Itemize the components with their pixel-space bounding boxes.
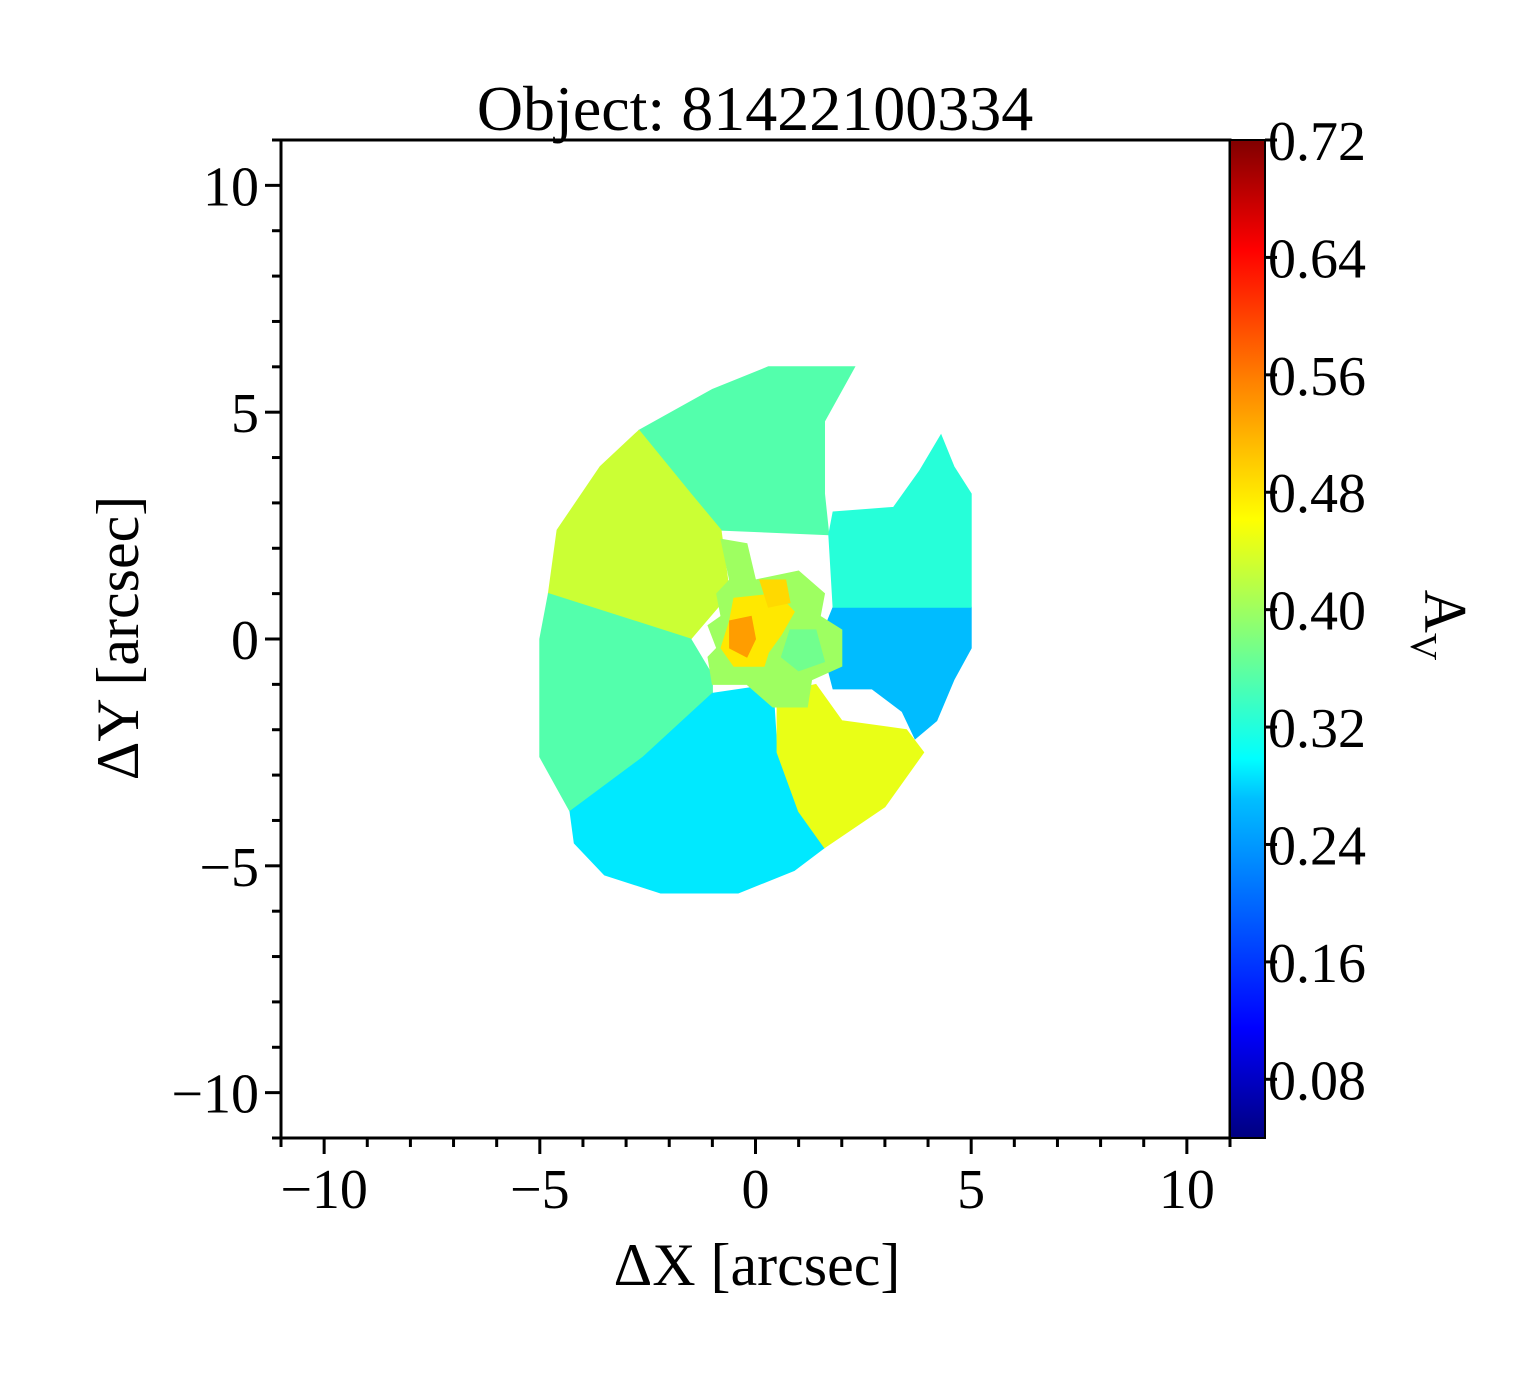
colorbar-label-main: A — [1412, 590, 1478, 633]
colorbar-tick-label: 0.40 — [1268, 581, 1366, 643]
colorbar-tick-label: 0.16 — [1268, 933, 1366, 995]
colorbar-label-sub: V — [1402, 633, 1444, 661]
y-axis-tick-labels: −10 −5 0 5 10 — [171, 156, 259, 1125]
y-axis-ticks — [265, 138, 281, 1140]
svg-text:AV: AV — [1402, 590, 1478, 661]
x-axis-label: ΔX [arcsec] — [614, 1232, 901, 1298]
colorbar-tick-label: 0.48 — [1268, 463, 1366, 525]
x-axis-tick-labels: −10 −5 0 5 10 — [280, 1159, 1215, 1221]
y-tick-label: −5 — [199, 837, 259, 899]
x-tick-label: 10 — [1159, 1159, 1215, 1221]
colorbar — [1229, 139, 1266, 1139]
x-axis-ticks — [279, 1138, 1232, 1154]
region-core-peak — [729, 615, 757, 658]
y-tick-label: 10 — [203, 156, 259, 218]
region-core-knot-right — [780, 629, 826, 672]
region-bottom-right-sector — [776, 683, 925, 849]
colorbar-label: AV — [1402, 590, 1478, 661]
x-tick-label: 5 — [957, 1159, 985, 1221]
colorbar-tick-label: 0.32 — [1268, 698, 1366, 760]
chart-title: Object: 81422100334 — [477, 73, 1033, 144]
x-tick-label: −5 — [510, 1159, 570, 1221]
colorbar-tick-labels: 0.08 0.16 0.24 0.32 0.40 0.48 0.56 0.64 0.72 — [1268, 111, 1366, 1112]
region-right-blue-sector — [819, 606, 972, 740]
x-tick-label: −10 — [280, 1159, 368, 1221]
region-upper-right-sector — [828, 433, 972, 608]
heatmap-regions — [539, 366, 972, 894]
y-tick-label: −10 — [171, 1064, 259, 1126]
colorbar-ticks — [1265, 138, 1277, 1081]
colorbar-tick-label: 0.08 — [1268, 1050, 1366, 1112]
y-tick-label: 5 — [231, 383, 259, 445]
colorbar-tick-label: 0.72 — [1268, 111, 1366, 173]
y-tick-label: 0 — [231, 610, 259, 672]
colorbar-tick-label: 0.64 — [1268, 228, 1366, 290]
y-axis-label: ΔY [arcsec] — [85, 496, 151, 781]
colorbar-tick-label: 0.56 — [1268, 346, 1366, 408]
x-tick-label: 0 — [742, 1159, 770, 1221]
colorbar-tick-label: 0.24 — [1268, 815, 1366, 877]
region-core-knot-top — [759, 579, 791, 608]
